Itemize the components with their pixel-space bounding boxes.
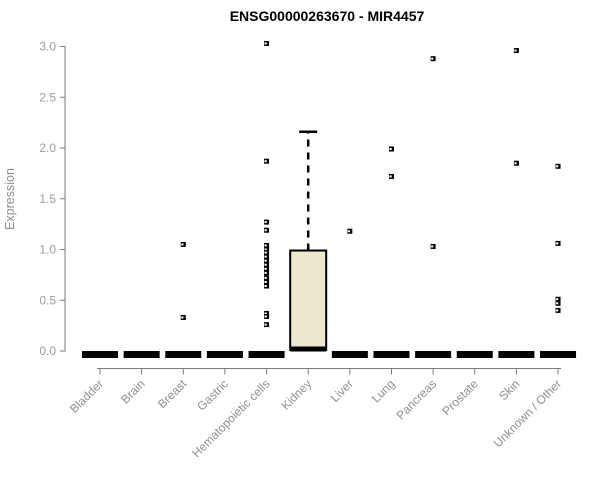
outlier-point-notch [514, 162, 517, 165]
outlier-point-notch [264, 285, 267, 288]
outlier-point-notch [181, 243, 184, 246]
category-label: Liver [328, 377, 356, 405]
outlier-point-notch [556, 242, 559, 245]
category-label: Gastric [194, 377, 231, 414]
collapsed-box [331, 351, 368, 358]
collapsed-box [540, 351, 577, 358]
y-tick-label: 2.5 [39, 90, 56, 104]
outlier-point-notch [264, 244, 267, 247]
outlier-point-notch [264, 42, 267, 45]
outlier-point-notch [264, 160, 267, 163]
collapsed-box [415, 351, 452, 358]
y-tick-label: 0.5 [39, 293, 56, 307]
collapsed-box [165, 351, 202, 358]
collapsed-box [248, 351, 285, 358]
category-label: Kidney [278, 377, 314, 413]
collapsed-box [373, 351, 410, 358]
outlier-point-notch [264, 259, 267, 262]
outlier-point-notch [431, 245, 434, 248]
chart-title: ENSG00000263670 - MIR4457 [230, 8, 425, 24]
outlier-point-notch [389, 148, 392, 151]
outlier-point-notch [264, 255, 267, 258]
y-tick-label: 1.0 [39, 243, 56, 257]
collapsed-box [498, 351, 535, 358]
outlier-point-notch [264, 271, 267, 274]
outlier-point-notch [264, 323, 267, 326]
collapsed-box [206, 351, 243, 358]
outlier-point-notch [556, 298, 559, 301]
outlier-point-notch [514, 49, 517, 52]
outlier-point-notch [264, 276, 267, 279]
category-label: Lung [369, 377, 398, 406]
category-label: Prostate [439, 377, 481, 419]
outlier-point-notch [264, 280, 267, 283]
outlier-point-notch [431, 57, 434, 60]
outlier-point-notch [264, 221, 267, 224]
outlier-point-notch [264, 229, 267, 232]
category-label: Pancreas [393, 377, 439, 423]
plot-area: 0.0 0.5 1.0 1.5 2.0 2.5 3.0 Bladder Brain Breast G… [39, 40, 577, 460]
y-tick-label: 2.0 [39, 141, 56, 155]
y-tick-label: 3.0 [39, 40, 56, 54]
outlier-point-notch [264, 267, 267, 270]
y-tick-label: 0.0 [39, 344, 56, 358]
category-label: Breast [155, 376, 190, 411]
outlier-point-notch [556, 165, 559, 168]
outlier-point-notch [389, 175, 392, 178]
outlier-point-notch [264, 263, 267, 266]
y-tick-label: 1.5 [39, 192, 56, 206]
outlier-point-notch [264, 251, 267, 254]
box [289, 249, 328, 351]
outlier-point-notch [556, 302, 559, 305]
outlier-point-notch [264, 248, 267, 251]
category-label: Bladder [67, 377, 106, 416]
category-label: Brain [118, 377, 148, 407]
collapsed-box [123, 351, 160, 358]
category-label: Hematopoietic cells [189, 377, 272, 460]
outlier-point-notch [264, 315, 267, 318]
outlier-point-notch [181, 316, 184, 319]
outlier-point-notch [347, 230, 351, 233]
category-label: Skin [496, 377, 522, 403]
collapsed-box [456, 351, 493, 358]
outlier-point-notch [264, 312, 267, 315]
collapsed-box [82, 351, 118, 358]
outlier-point-notch [556, 309, 559, 312]
y-axis-label: Expression [3, 168, 17, 230]
